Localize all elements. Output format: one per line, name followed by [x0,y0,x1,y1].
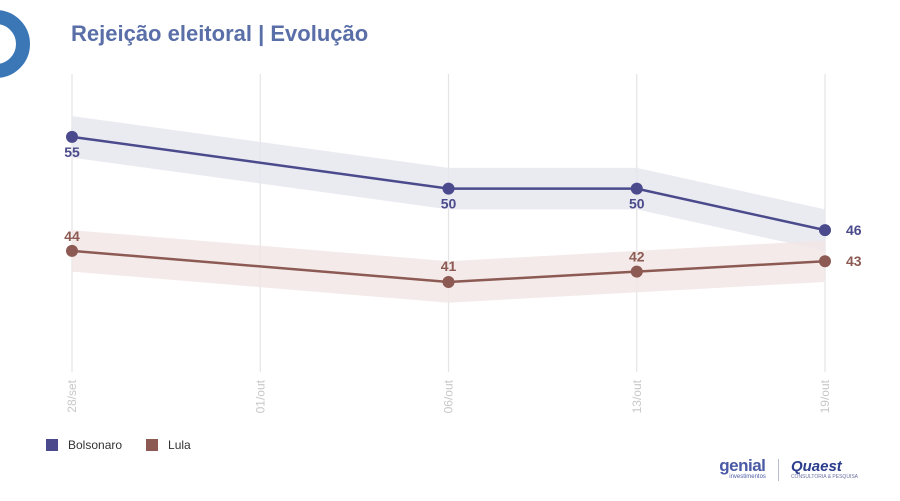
quaest-logo: Quaest CONSULTORIA & PESQUISA [791,459,858,481]
genial-logo-word: genial [719,456,766,475]
x-tick-label: 19/out [818,379,832,413]
point-lula [442,275,455,288]
line-lula [71,249,826,284]
legend-item-bolsonaro: Bolsonaro [46,438,122,452]
data-label-bolsonaro: 55 [64,144,80,160]
series-lines [71,135,826,284]
legend-swatch-lula [146,439,159,451]
genial-logo: genial investimentos [719,456,766,481]
x-tick-label: 28/set [65,379,79,412]
data-label-lula: 43 [846,253,862,269]
x-tick-label: 01/out [253,379,267,413]
data-label-lula: 44 [64,228,80,244]
data-label-bolsonaro: 46 [846,222,862,238]
point-bolsonaro [819,224,831,237]
point-lula [819,255,831,268]
x-tick-label: 06/out [442,379,456,413]
data-label-lula: 41 [441,258,457,274]
quaest-logo-subtitle: CONSULTORIA & PESQUISA [790,473,858,480]
band-lula [72,230,825,303]
data-label-bolsonaro: 50 [629,196,645,212]
quaest-logo-word: Quaest [790,457,842,475]
data-label-bolsonaro: 50 [441,196,457,212]
point-lula [66,244,78,257]
point-bolsonaro [66,130,78,143]
line-bolsonaro [71,135,826,232]
point-bolsonaro [630,182,643,195]
chart-title: Rejeição eleitoral | Evolução [71,21,369,46]
line-chart: 55 50 50 46 44 41 42 43 28/set 01/out 06/out 13/ou… [64,74,862,413]
data-labels: 55 50 50 46 44 41 42 43 [64,144,862,274]
legend-swatch-bolsonaro [46,439,58,451]
data-label-lula: 42 [629,249,645,265]
x-tick-label: 13/out [630,379,644,413]
legend-item-lula: Lula [146,438,191,452]
point-bolsonaro [442,182,455,195]
data-points [66,130,831,288]
corner-arc-decoration [0,10,30,78]
legend-label-bolsonaro: Bolsonaro [68,438,123,452]
legend: Bolsonaro Lula [46,438,191,452]
logo-separator [777,458,779,481]
genial-logo-subtitle: investimentos [729,474,766,480]
footer-logos: genial investimentos Quaest CONSULTORIA … [719,456,858,481]
x-axis-ticks: 28/set 01/out 06/out 13/out 19/out [65,379,832,413]
legend-label-lula: Lula [168,438,191,452]
point-lula [630,265,643,278]
